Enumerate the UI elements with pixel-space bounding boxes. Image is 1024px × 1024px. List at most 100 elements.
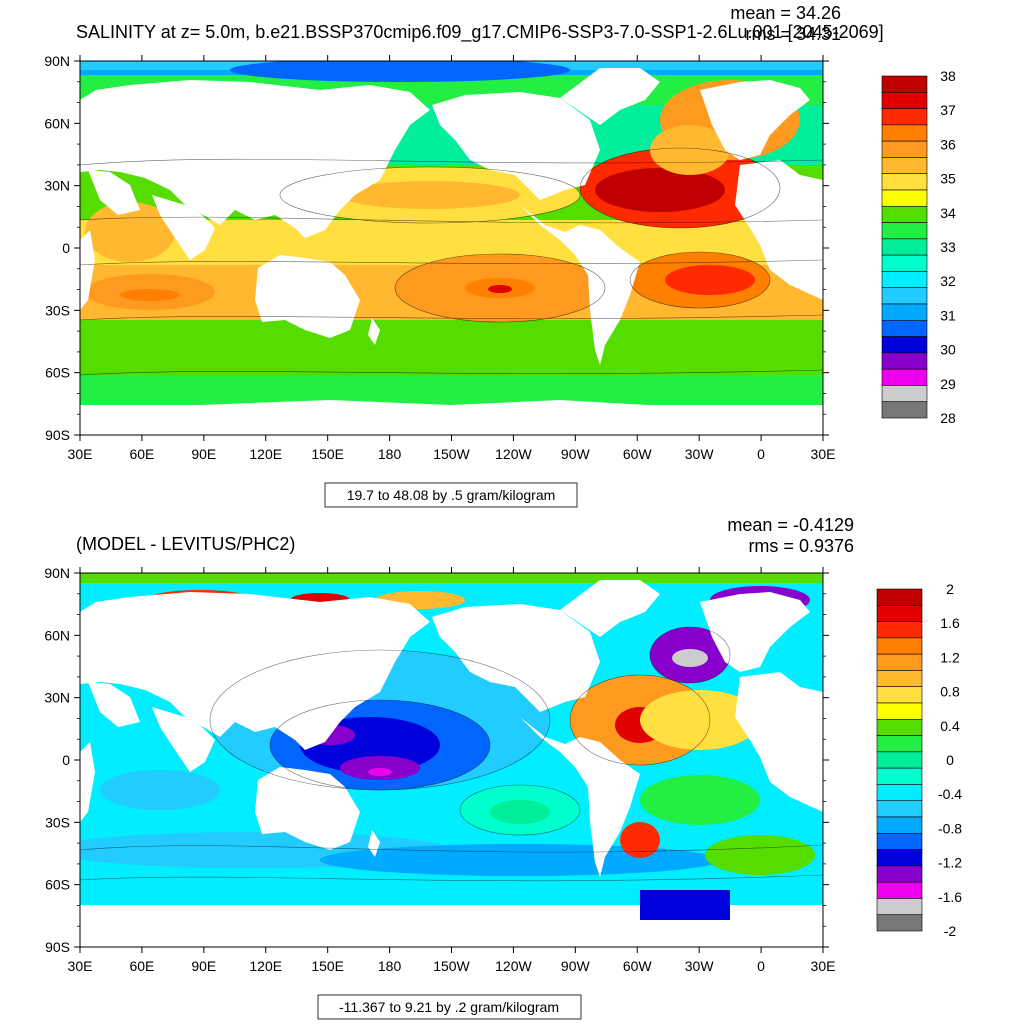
top-panel: SALINITY at z= 5.0m, b.e21.BSSP370cmip6.… [44, 3, 956, 508]
lat-label: 60N [44, 627, 70, 643]
bottom-lon-axis: 30E 60E 90E 120E 150E 180 150W 120W 90W 60W 30W 0 30… [68, 567, 836, 974]
colorbar-swatch [881, 238, 928, 256]
bottom-colorbar: 2 1.6 1.2 0.8 0.4 0 -0.4 -0.8 -1.2 -1.6 -2 [876, 581, 962, 939]
lon-label: 30W [685, 958, 715, 974]
colorbar-swatch [881, 303, 928, 321]
lon-label: 30E [811, 446, 836, 462]
colorbar-swatch [881, 352, 928, 370]
lon-label: 30W [685, 446, 715, 462]
lat-label: 0 [62, 240, 70, 256]
colorbar-swatch [876, 784, 923, 802]
lon-label: 30E [811, 958, 836, 974]
top-contour-info-box [324, 482, 578, 508]
colorbar-swatch [876, 686, 923, 704]
top-map [80, 61, 823, 435]
colorbar-label: -2 [944, 923, 957, 939]
lat-label: 90S [45, 427, 70, 443]
colorbar-swatch [881, 173, 928, 191]
colorbar-label: -0.4 [938, 786, 962, 802]
colorbar-swatch [876, 881, 923, 899]
top-lon-axis: 30E 60E 90E 120E 150E 180 150W 120W 90W 60W 30W 0 30… [68, 55, 836, 462]
colorbar-swatch [876, 898, 923, 916]
colorbar-label: 0.4 [940, 718, 960, 734]
colorbar-label: 28 [940, 410, 956, 426]
top-title: SALINITY at z= 5.0m, b.e21.BSSP370cmip6.… [76, 22, 884, 43]
colorbar-swatch [881, 91, 928, 109]
lat-label: 60S [45, 877, 70, 893]
colorbar-swatch [881, 254, 928, 272]
colorbar-swatch [881, 75, 928, 93]
colorbar-swatch [876, 637, 923, 655]
colorbar-swatch [876, 767, 923, 785]
colorbar-swatch [881, 401, 928, 419]
colorbar-label: 33 [940, 239, 956, 255]
top-mean-text: mean = 34.26 [730, 3, 841, 23]
lat-label: 90N [44, 565, 70, 581]
colorbar-swatch [881, 368, 928, 386]
lon-label: 30E [68, 958, 93, 974]
lon-label: 0 [757, 958, 765, 974]
colorbar-swatch [876, 621, 923, 639]
lat-label: 90N [44, 53, 70, 69]
lat-label: 0 [62, 752, 70, 768]
colorbar-label: 1.2 [940, 649, 960, 665]
top-rms-text: rms = 34.31 [745, 24, 841, 44]
top-colorbar: 38 37 36 35 34 33 32 31 30 29 28 [881, 68, 956, 426]
colorbar-swatch [881, 385, 928, 403]
lon-label: 180 [378, 958, 402, 974]
lon-label: 90E [191, 958, 216, 974]
lon-label: 60E [129, 446, 154, 462]
colorbar-label: 32 [940, 273, 956, 289]
colorbar-swatch [881, 222, 928, 240]
colorbar-label: 35 [940, 171, 956, 187]
colorbar-label: 0.8 [940, 684, 960, 700]
lon-label: 180 [378, 446, 402, 462]
lon-label: 30E [68, 446, 93, 462]
lon-label: 90W [561, 446, 591, 462]
top-lat-axis: 90N 60N 30N 0 30S 60S 90S [44, 53, 829, 443]
lon-label: 60W [623, 958, 653, 974]
colorbar-swatch [876, 670, 923, 688]
colorbar-label: 2 [946, 581, 954, 597]
colorbar-swatch [876, 816, 923, 834]
colorbar-label: 31 [940, 307, 956, 323]
colorbar-swatch [881, 336, 928, 354]
lat-label: 30S [45, 814, 70, 830]
bottom-map [80, 573, 823, 947]
lat-label: 60S [45, 365, 70, 381]
lat-label: 90S [45, 939, 70, 955]
colorbar-swatch [881, 140, 928, 158]
bottom-contour-info: -11.367 to 9.21 by .2 gram/kilogram [339, 999, 559, 1015]
colorbar-swatch [876, 735, 923, 753]
colorbar-label: -1.6 [938, 889, 962, 905]
colorbar-swatch [881, 189, 928, 207]
lat-label: 30N [44, 690, 70, 706]
colorbar-label: 29 [940, 376, 956, 392]
colorbar-swatch [876, 653, 923, 671]
colorbar-swatch [876, 832, 923, 850]
lon-label: 120E [249, 958, 282, 974]
lon-label: 120E [249, 446, 282, 462]
colorbar-swatch [876, 800, 923, 818]
lon-label: 150E [311, 446, 344, 462]
lon-label: 150W [433, 446, 470, 462]
lon-label: 120W [495, 958, 532, 974]
bottom-rms-text: rms = 0.9376 [748, 536, 854, 556]
colorbar-label: -0.8 [938, 820, 962, 836]
lon-label: 90W [561, 958, 591, 974]
colorbar-swatch [876, 865, 923, 883]
lon-label: 90E [191, 446, 216, 462]
colorbar-swatch [881, 157, 928, 175]
colorbar-swatch [876, 718, 923, 736]
colorbar-label: 1.6 [940, 615, 960, 631]
colorbar-swatch [881, 124, 928, 142]
colorbar-label: 37 [940, 102, 956, 118]
colorbar-label: 34 [940, 205, 956, 221]
colorbar-label: 38 [940, 68, 956, 84]
colorbar-swatch [876, 914, 923, 932]
lon-label: 150E [311, 958, 344, 974]
lon-label: 120W [495, 446, 532, 462]
top-contour-info: 19.7 to 48.08 by .5 gram/kilogram [347, 487, 556, 503]
colorbar-swatch [876, 751, 923, 769]
colorbar-label: 0 [946, 752, 954, 768]
